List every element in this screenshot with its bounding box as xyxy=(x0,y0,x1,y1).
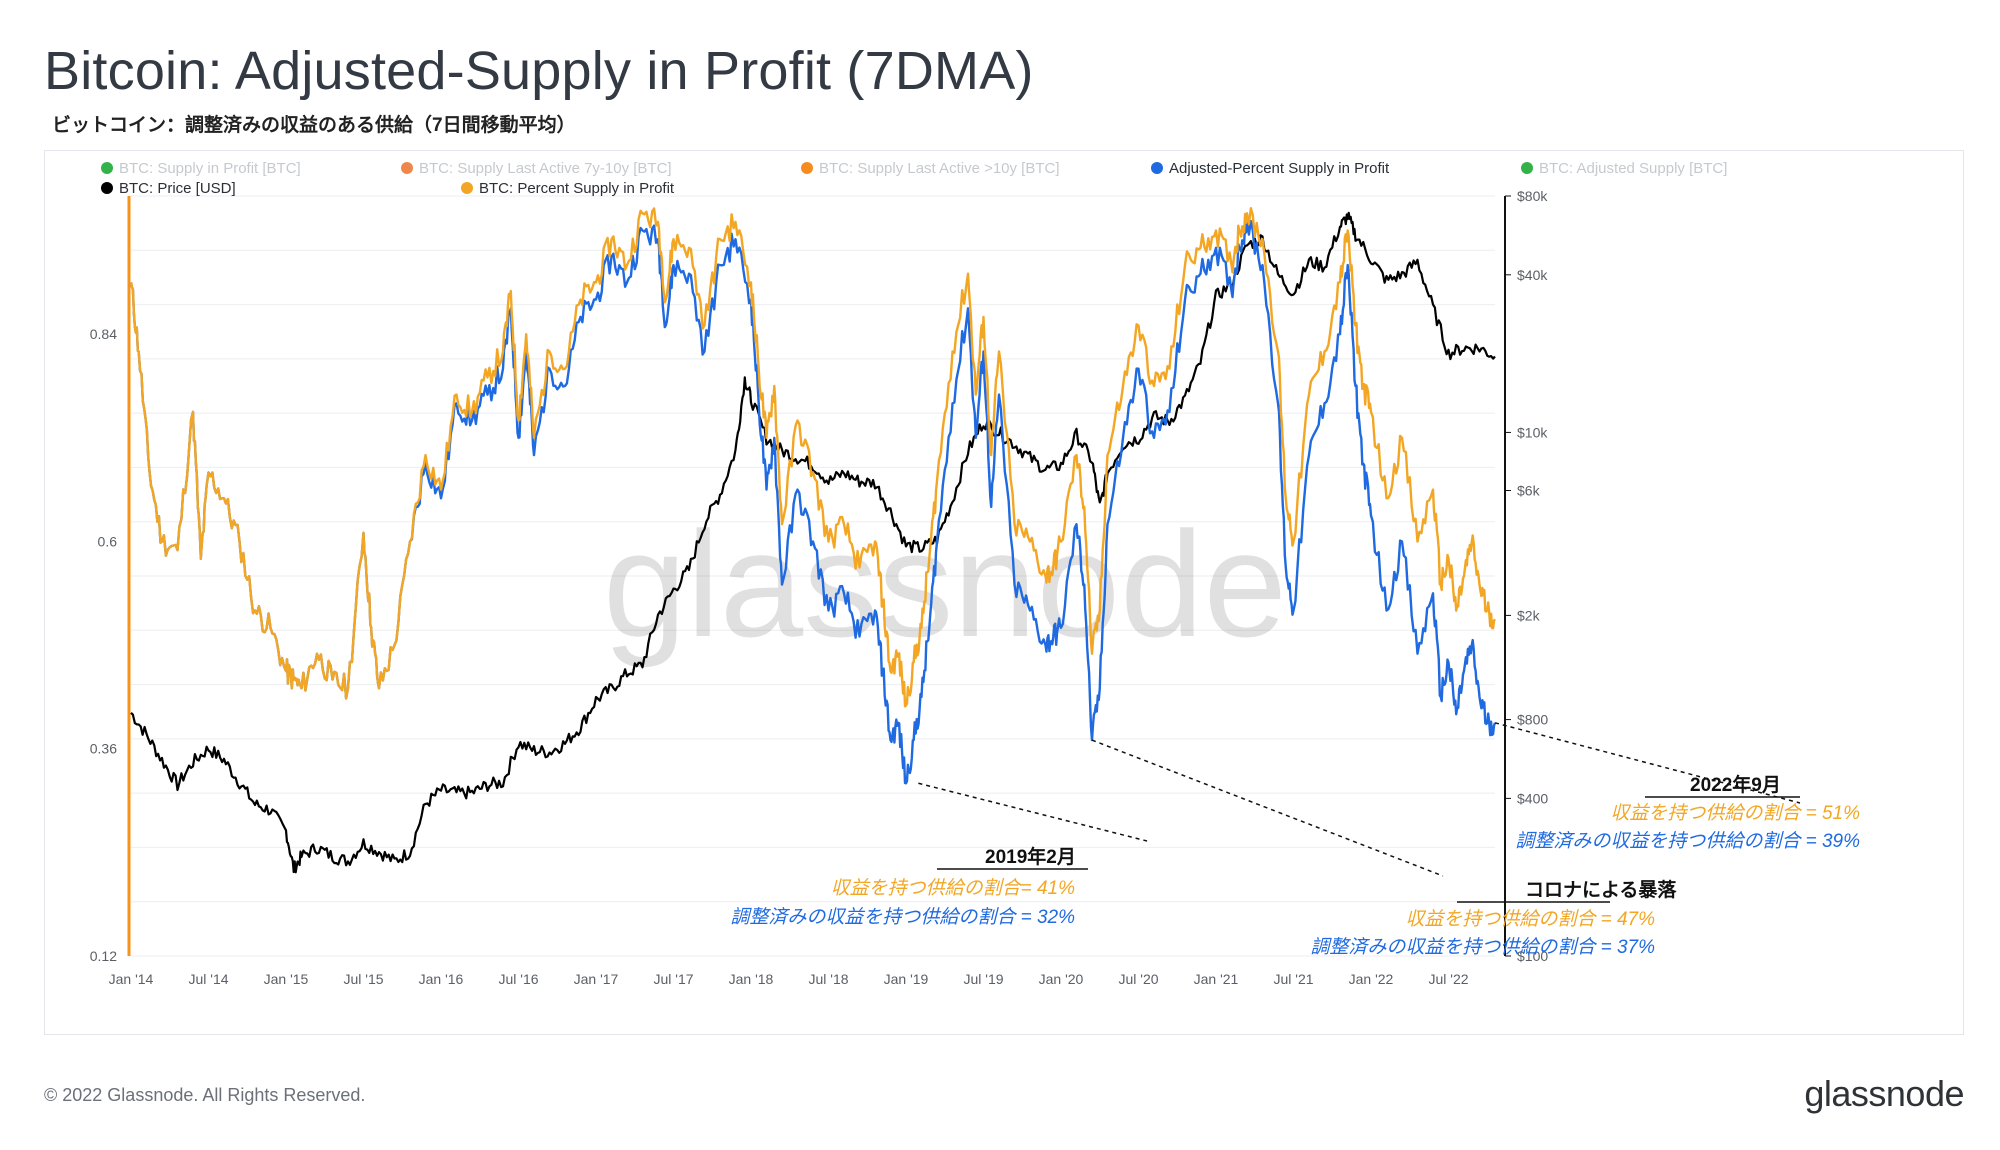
y-right-tick-label: $10k xyxy=(1517,424,1548,440)
x-tick-label: Jan '19 xyxy=(884,971,929,987)
y-right-tick-label: $800 xyxy=(1517,712,1548,728)
x-tick-label: Jul '21 xyxy=(1273,971,1313,987)
annotation-heading: 2019年2月 xyxy=(985,845,1076,868)
x-tick-label: Jul '20 xyxy=(1118,971,1158,987)
legend-label: BTC: Price [USD] xyxy=(119,180,236,197)
legend-dot xyxy=(1521,162,1533,174)
x-tick-label: Jul '16 xyxy=(498,971,538,987)
series-price-line xyxy=(130,211,1496,874)
legend-dot xyxy=(401,162,413,174)
y-right-tick-label: $6k xyxy=(1517,482,1541,498)
y-left-tick-label: 0.12 xyxy=(90,948,117,964)
grid-layer xyxy=(131,195,1495,957)
x-tick-label: Jan '14 xyxy=(109,971,154,987)
legend-label: Adjusted-Percent Supply in Profit xyxy=(1169,160,1390,177)
y-right-tick-label: $80k xyxy=(1517,188,1548,204)
x-tick-label: Jan '15 xyxy=(264,971,309,987)
x-tick-label: Jan '18 xyxy=(729,971,774,987)
chart-frame: glassnode BTC: Supply in Profit [BTC] BTC… xyxy=(44,150,1964,1035)
annotation-percent-supply: 収益を持つ供給の割合= 41% xyxy=(831,877,1076,899)
x-tick-label: Jan '16 xyxy=(419,971,464,987)
x-tick-label: Jan '17 xyxy=(574,971,619,987)
legend-dot xyxy=(461,182,473,194)
x-tick-label: Jan '20 xyxy=(1039,971,1084,987)
chart-svg: glassnode BTC: Supply in Profit [BTC] BTC… xyxy=(90,160,1860,987)
annotation-heading: コロナによる暴落 xyxy=(1525,878,1677,901)
annotation-leader-line xyxy=(918,782,1148,842)
footer-logo: glassnode xyxy=(1804,1073,1964,1114)
x-tick-label: Jul '18 xyxy=(808,971,848,987)
legend-label: BTC: Percent Supply in Profit xyxy=(479,180,675,197)
footer-copyright: © 2022 Glassnode. All Rights Reserved. xyxy=(44,1085,366,1105)
annotation-adjusted-supply: 調整済みの収益を持つ供給の割合 = 39% xyxy=(1515,830,1860,852)
series-layer xyxy=(129,207,1497,874)
legend-label: BTC: Adjusted Supply [BTC] xyxy=(1539,160,1727,177)
annotation-adjusted-supply: 調整済みの収益を持つ供給の割合 = 37% xyxy=(1310,936,1655,958)
axis-layer: 0.12 0.36 0.6 0.84 $100 $400 $800 $2k $6k $10k $40… xyxy=(90,188,1549,987)
x-tick-label: Jan '22 xyxy=(1349,971,1394,987)
x-tick-label: Jul '14 xyxy=(188,971,228,987)
y-right-tick-label: $40k xyxy=(1517,267,1548,283)
page-title: Bitcoin: Adjusted-Supply in Profit (7DMA… xyxy=(44,41,1034,101)
legend-dot xyxy=(101,182,113,194)
x-tick-label: Jul '15 xyxy=(343,971,383,987)
x-tick-label: Jan '21 xyxy=(1194,971,1239,987)
legend-label: BTC: Supply Last Active 7y-10y [BTC] xyxy=(419,160,672,177)
y-right-tick-label: $2k xyxy=(1517,607,1541,623)
x-tick-label: Jul '19 xyxy=(963,971,1003,987)
watermark-text: glassnode xyxy=(603,500,1287,668)
legend-label: BTC: Supply Last Active >10y [BTC] xyxy=(819,160,1060,177)
legend-dot xyxy=(801,162,813,174)
y-left-tick-label: 0.36 xyxy=(90,741,117,757)
x-tick-label: Jul '22 xyxy=(1428,971,1468,987)
legend-label: BTC: Supply in Profit [BTC] xyxy=(119,160,301,177)
annotation-adjusted-supply: 調整済みの収益を持つ供給の割合 = 32% xyxy=(730,906,1075,928)
legend-dot xyxy=(1151,162,1163,174)
annotation-percent-supply: 収益を持つ供給の割合 = 51% xyxy=(1610,802,1860,824)
x-tick-label: Jul '17 xyxy=(653,971,693,987)
series-percent-supply-line xyxy=(129,207,1497,708)
annotation-percent-supply: 収益を持つ供給の割合 = 47% xyxy=(1405,908,1655,930)
annotation-heading: 2022年9月 xyxy=(1690,773,1781,796)
y-right-tick-label: $100 xyxy=(1517,948,1548,964)
annotation-leader-line xyxy=(1091,739,1444,877)
y-right-tick-label: $400 xyxy=(1517,790,1548,806)
page-subtitle: ビットコイン：調整済みの収益のある供給（7日間移動平均） xyxy=(52,115,576,136)
y-left-tick-label: 0.6 xyxy=(98,533,118,549)
legend: BTC: Supply in Profit [BTC] BTC: Supply L… xyxy=(101,160,1727,197)
y-left-tick-label: 0.84 xyxy=(90,326,117,342)
legend-dot xyxy=(101,162,113,174)
